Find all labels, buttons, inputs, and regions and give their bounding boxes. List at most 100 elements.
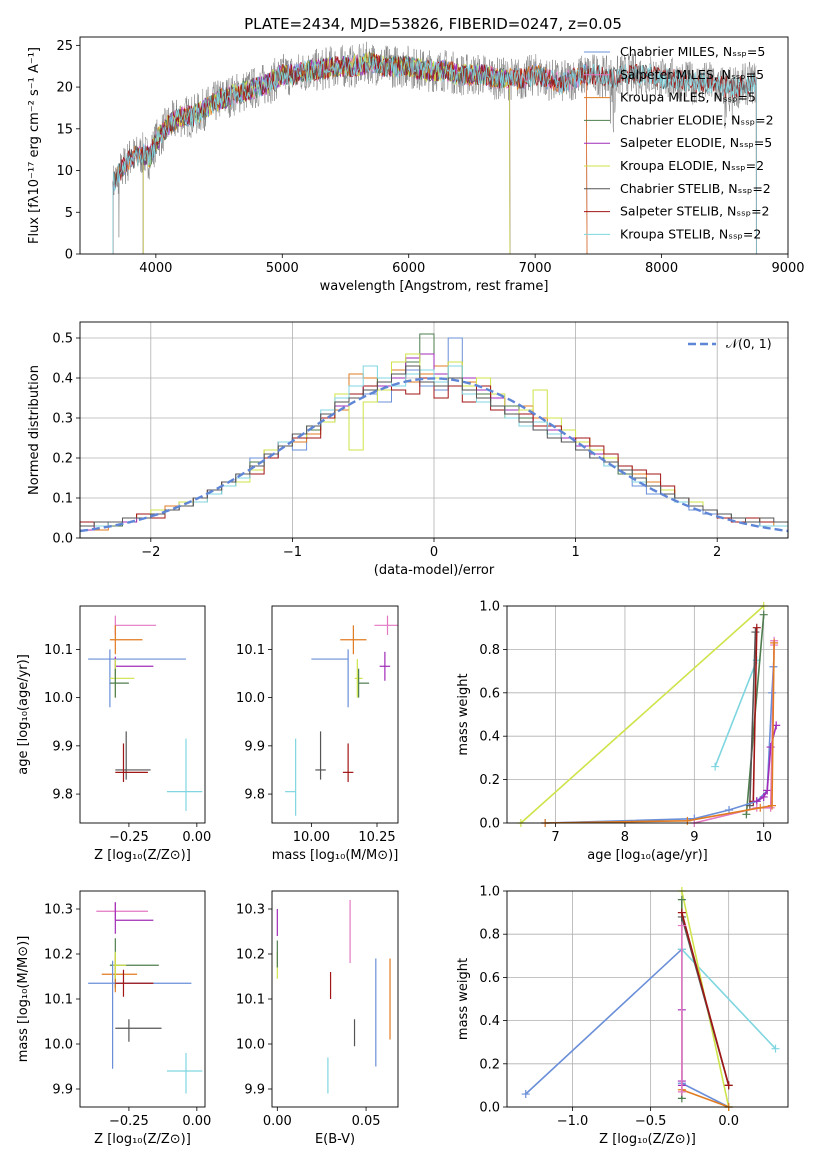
weight-line — [545, 666, 775, 824]
y-tick-label: 10.0 — [44, 1038, 73, 1053]
legend-entry: Kroupa ELODIE, Nₛₛₚ=2 — [620, 158, 764, 173]
weight-marker — [677, 908, 686, 917]
y-tick-label: 0 — [65, 248, 73, 263]
axes-frame — [506, 890, 789, 1108]
x-tick-label: 0.00 — [182, 830, 211, 845]
weight-line — [749, 631, 757, 806]
weight-marker — [751, 628, 760, 637]
x-axis-label: age [log₁₀(age/yr)] — [587, 848, 708, 863]
x-tick-label: 10 — [755, 830, 772, 845]
x-tick-label: 10.25 — [358, 830, 395, 845]
x-tick-label: 0.0 — [718, 1114, 739, 1129]
legend-entry: 𝒩(0, 1) — [726, 336, 772, 351]
x-axis-label: Z [log₁₀(Z/Z⊙)] — [599, 1132, 696, 1147]
x-axis-label: (data-model)/error — [374, 563, 495, 578]
y-tick-label: 10.2 — [44, 948, 73, 963]
y-tick-label: 0.6 — [479, 686, 500, 701]
y-tick-label: 1.0 — [479, 885, 500, 900]
weight_vs_Z-panel: −1.0 −0.5 0.0 0.0 0.2 0.4 0.6 0.8 1.0 Z [log₁₀(Z/… — [456, 885, 789, 1147]
axes-frame — [79, 321, 789, 539]
axes-frame — [506, 605, 789, 824]
y-tick-label: 9.8 — [52, 788, 73, 803]
y-tick-label: 1.0 — [479, 600, 500, 615]
y-axis-label: mass weight — [456, 673, 471, 755]
y-tick-label: 0.2 — [479, 773, 500, 788]
y-tick-label: 10.3 — [44, 903, 73, 918]
y-axis-label: age [log₁₀(age/yr)] — [16, 654, 31, 775]
x-tick-label: 9000 — [771, 261, 804, 276]
x-tick-label: −0.25 — [109, 830, 149, 845]
x-tick-label: 0 — [430, 545, 438, 560]
x-tick-label: 7000 — [519, 261, 552, 276]
y-axis-label: Normed distribution — [27, 365, 42, 495]
legend-entry: Chabrier STELIB, Nₛₛₚ=2 — [620, 181, 771, 196]
x-tick-label: 6000 — [392, 261, 425, 276]
x-tick-label: 0.00 — [263, 1114, 292, 1129]
weight-marker — [521, 1090, 530, 1099]
x-tick-label: −1.0 — [557, 1114, 589, 1129]
weight-marker — [771, 1044, 780, 1053]
y-axis-label: Flux [fλ10⁻¹⁷ erg cm⁻² s⁻¹ A⁻¹] — [27, 47, 42, 244]
weight-marker — [677, 895, 686, 904]
y-tick-label: 10.0 — [236, 691, 265, 706]
weight-line — [752, 627, 758, 802]
y-tick-label: 0.0 — [479, 1101, 500, 1116]
x-tick-label: 10.00 — [293, 830, 330, 845]
y-tick-label: 0.2 — [479, 1057, 500, 1072]
y-tick-label: 9.9 — [52, 739, 73, 754]
x-tick-label: 1 — [571, 545, 579, 560]
mass_vs_ebv-panel: 0.00 0.05 9.9 10.0 10.1 10.2 10.3 E(B-V) — [236, 890, 399, 1147]
x-tick-label: 8 — [621, 830, 629, 845]
x-tick-label: 0.00 — [182, 1114, 211, 1129]
model-spectrum-line — [112, 55, 757, 255]
x-tick-label: 5000 — [266, 261, 299, 276]
weight-marker — [752, 623, 761, 632]
weight-line — [681, 912, 730, 1086]
y-axis-label: mass [log₁₀(M/M⊙)] — [16, 936, 31, 1063]
weight-marker — [759, 610, 768, 619]
weight-marker — [759, 792, 768, 801]
x-tick-label: −2 — [141, 545, 160, 560]
weight-marker — [766, 803, 775, 812]
x-axis-label: Z [log₁₀(Z/Z⊙)] — [94, 1132, 191, 1147]
weight-marker — [768, 688, 777, 697]
y-tick-label: 9.9 — [244, 1083, 265, 1098]
mass_vs_Z-panel: −0.25 0.00 9.9 10.0 10.1 10.2 10.3 Z [log₁₀(Z/Z… — [16, 890, 211, 1147]
x-axis-label: E(B-V) — [315, 1132, 355, 1147]
axes-frame — [79, 36, 789, 255]
weight-marker — [756, 803, 765, 812]
axes-frame — [271, 605, 399, 824]
spectrum-panel: 4000 5000 6000 7000 8000 9000 0 5 10 15 20 25 wavele… — [27, 36, 805, 294]
x-tick-label: −0.25 — [109, 1114, 149, 1129]
legend-entry: Kroupa STELIB, Nₛₛₚ=2 — [620, 226, 761, 241]
y-tick-label: 10 — [56, 164, 73, 179]
y-tick-label: 10.0 — [236, 1038, 265, 1053]
weight-marker — [677, 921, 686, 930]
y-tick-label: 0.8 — [479, 643, 500, 658]
y-tick-label: 0.4 — [52, 372, 73, 387]
y-tick-label: 20 — [56, 81, 73, 96]
x-tick-label: 0.05 — [352, 1114, 381, 1129]
y-tick-label: 0.5 — [52, 332, 73, 347]
y-tick-label: 10.1 — [44, 643, 73, 658]
y-tick-label: 0.4 — [479, 1014, 500, 1029]
x-tick-label: 4000 — [139, 261, 172, 276]
x-tick-label: 8000 — [645, 261, 678, 276]
y-tick-label: 10.2 — [236, 948, 265, 963]
legend-entry: Chabrier ELODIE, Nₛₛₚ=2 — [620, 112, 774, 127]
y-tick-label: 10.0 — [44, 691, 73, 706]
age_vs_mass-panel: 10.00 10.25 9.8 9.9 10.0 10.1 mass [log₁₀(M/M⊙… — [236, 605, 399, 863]
age_vs_Z-panel: −0.25 0.00 9.8 9.9 10.0 10.1 Z [log₁₀(Z/Z⊙)] ag… — [16, 605, 211, 863]
y-tick-label: 10.1 — [44, 993, 73, 1008]
y-axis-label: mass weight — [456, 958, 471, 1040]
y-tick-label: 25 — [56, 39, 73, 54]
y-tick-label: 0.4 — [479, 730, 500, 745]
x-axis-label: wavelength [Angstrom, rest frame] — [320, 279, 549, 294]
y-tick-label: 5 — [65, 206, 73, 221]
y-tick-label: 0.2 — [52, 452, 73, 467]
y-tick-label: 0.1 — [52, 492, 73, 507]
weight-marker — [763, 786, 772, 795]
axes-frame — [271, 890, 399, 1108]
weight_vs_age-panel: 7 8 9 10 0.0 0.2 0.4 0.6 0.8 1.0 age [log₁₀(age/yr… — [456, 600, 789, 863]
